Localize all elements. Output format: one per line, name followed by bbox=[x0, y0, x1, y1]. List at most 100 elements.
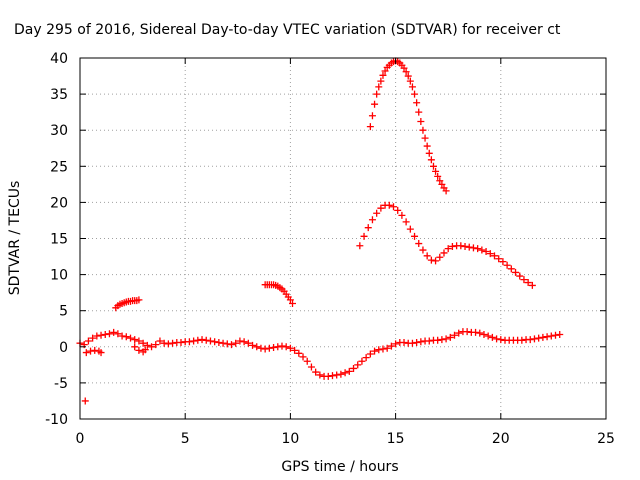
data-point bbox=[552, 331, 560, 339]
data-point bbox=[528, 281, 536, 289]
data-point bbox=[377, 77, 385, 85]
data-point bbox=[381, 67, 389, 75]
data-point bbox=[337, 370, 345, 378]
data-point bbox=[261, 345, 269, 353]
data-point bbox=[476, 329, 484, 337]
x-tick-label: 20 bbox=[492, 431, 510, 447]
x-tick-label: 0 bbox=[76, 431, 85, 447]
data-point bbox=[244, 339, 252, 347]
data-point bbox=[307, 363, 315, 371]
data-point bbox=[328, 372, 336, 380]
data-point bbox=[427, 156, 435, 164]
y-tick-label: 5 bbox=[59, 304, 68, 320]
axis-ticks: 0 5 10 15 20 25 -10 -5 0 5 10 15 20 25 30 35 40 bbox=[45, 51, 615, 447]
data-point bbox=[472, 328, 480, 336]
data-point bbox=[131, 343, 139, 351]
data-point bbox=[286, 296, 294, 304]
data-point bbox=[383, 344, 391, 352]
data-point bbox=[402, 218, 410, 226]
data-point bbox=[499, 258, 507, 266]
data-point bbox=[408, 83, 416, 91]
data-point bbox=[423, 252, 431, 260]
data-point bbox=[84, 337, 92, 345]
chart-title: Day 295 of 2016, Sidereal Day-to-day VTE… bbox=[14, 22, 561, 38]
data-point bbox=[286, 344, 294, 352]
data-point bbox=[389, 203, 397, 211]
data-point bbox=[402, 68, 410, 76]
data-point bbox=[398, 211, 406, 219]
data-point bbox=[436, 253, 444, 261]
data-point bbox=[387, 342, 395, 350]
data-point bbox=[484, 332, 492, 340]
data-point bbox=[282, 343, 290, 351]
data-point bbox=[480, 331, 488, 339]
data-point bbox=[457, 242, 465, 250]
data-point bbox=[465, 243, 473, 251]
data-point bbox=[375, 83, 383, 91]
data-point bbox=[392, 340, 400, 348]
data-point bbox=[535, 334, 543, 342]
data-point bbox=[141, 346, 149, 354]
data-point bbox=[126, 334, 134, 342]
data-point bbox=[135, 296, 143, 304]
data-point bbox=[478, 246, 486, 254]
data-point bbox=[442, 187, 450, 195]
data-point bbox=[368, 112, 376, 120]
y-tick-label: -10 bbox=[45, 412, 68, 428]
data-point bbox=[97, 331, 105, 339]
data-point bbox=[379, 71, 387, 79]
data-point bbox=[503, 261, 511, 269]
data-point bbox=[232, 339, 240, 347]
data-point bbox=[415, 240, 423, 248]
y-tick-label: 20 bbox=[50, 195, 68, 211]
data-point bbox=[400, 338, 408, 346]
data-point bbox=[278, 342, 286, 350]
y-tick-label: 35 bbox=[50, 87, 68, 103]
data-point bbox=[274, 343, 282, 351]
data-point bbox=[270, 344, 278, 352]
data-point bbox=[488, 333, 496, 341]
data-point bbox=[451, 331, 459, 339]
data-point bbox=[190, 337, 198, 345]
data-point bbox=[406, 77, 414, 85]
data-point bbox=[547, 332, 555, 340]
data-point bbox=[316, 371, 324, 379]
y-tick-label: 40 bbox=[50, 51, 68, 67]
data-point bbox=[373, 90, 381, 98]
data-point bbox=[257, 344, 265, 352]
data-point bbox=[114, 330, 122, 338]
x-tick-label: 10 bbox=[281, 431, 299, 447]
data-point bbox=[518, 336, 526, 344]
data-point bbox=[421, 134, 429, 142]
data-point bbox=[377, 204, 385, 212]
data-points bbox=[76, 57, 564, 405]
data-point bbox=[463, 328, 471, 336]
data-point bbox=[148, 343, 156, 351]
data-point bbox=[461, 242, 469, 250]
data-point bbox=[160, 339, 168, 347]
data-point bbox=[556, 331, 564, 339]
data-point bbox=[152, 341, 160, 349]
data-point bbox=[425, 337, 433, 345]
data-point bbox=[490, 252, 498, 260]
data-point bbox=[240, 338, 248, 346]
y-tick-label: 10 bbox=[50, 268, 68, 284]
data-point bbox=[444, 245, 452, 253]
data-point bbox=[400, 64, 408, 72]
data-point bbox=[524, 279, 532, 287]
data-point bbox=[118, 332, 126, 340]
data-point bbox=[87, 347, 95, 355]
data-point bbox=[394, 206, 402, 214]
data-point bbox=[89, 334, 97, 342]
data-point bbox=[291, 346, 299, 354]
data-point bbox=[131, 336, 139, 344]
data-point bbox=[360, 232, 368, 240]
data-point bbox=[530, 335, 538, 343]
grid-lines bbox=[80, 58, 606, 419]
data-point bbox=[373, 209, 381, 217]
data-point bbox=[371, 347, 379, 355]
data-point bbox=[442, 335, 450, 343]
data-point bbox=[202, 336, 210, 344]
data-point bbox=[440, 249, 448, 257]
data-point bbox=[438, 336, 446, 344]
